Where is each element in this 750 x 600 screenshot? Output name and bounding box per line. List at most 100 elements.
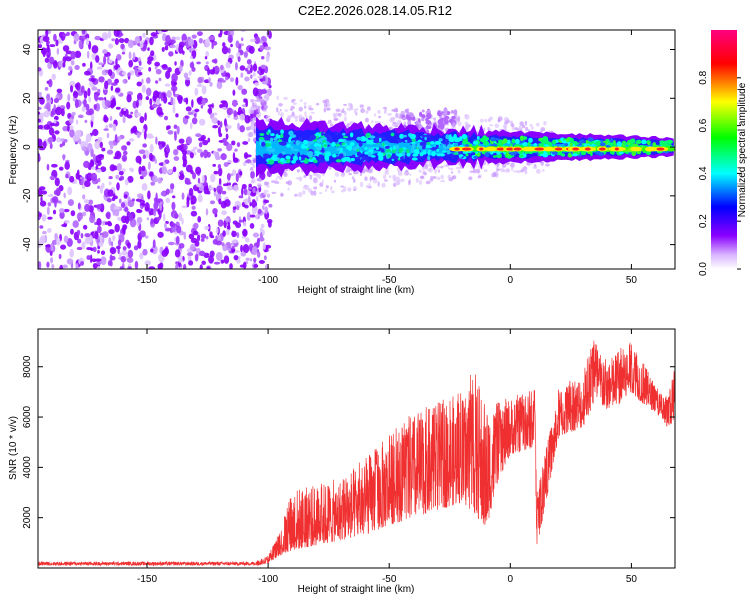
halo-speck (249, 166, 254, 170)
noise-speck (234, 200, 241, 209)
noise-speck (138, 149, 146, 155)
noise-speck (113, 205, 120, 211)
noise-speck (119, 175, 125, 181)
noise-speck (145, 87, 152, 97)
noise-speck (109, 141, 114, 150)
noise-speck (233, 110, 237, 118)
band-speck (560, 153, 565, 157)
noise-speck (226, 124, 232, 130)
band-speck (501, 140, 506, 145)
band-speck (552, 139, 557, 145)
noise-speck (265, 54, 270, 63)
spectrogram-x-tick-label: 0 (508, 275, 514, 286)
band-speck (395, 144, 400, 150)
noise-speck (225, 61, 231, 69)
noise-speck (97, 250, 100, 254)
halo-speck (374, 113, 377, 117)
halo-speck (418, 180, 423, 185)
halo-speck (464, 121, 469, 125)
noise-speck (244, 204, 249, 209)
band-speck (334, 131, 341, 136)
noise-speck (149, 98, 153, 106)
band-speck (453, 152, 459, 155)
noise-speck (50, 110, 54, 117)
noise-speck (73, 33, 80, 42)
noise-speck (258, 260, 265, 265)
halo-speck (383, 108, 387, 114)
noise-speck (231, 249, 236, 253)
blob-speck (411, 116, 416, 121)
band-speck (270, 133, 275, 137)
noise-speck (55, 187, 61, 197)
band-speck (505, 151, 510, 157)
colorbar-axis: 0.0 0.2 0.4 0.6 0.8 (698, 70, 741, 276)
band-speck (402, 134, 407, 138)
halo-speck (283, 96, 288, 100)
noise-speck (70, 60, 75, 66)
snr-y-tick-label: 4000 (22, 456, 33, 479)
colorbar-tick-label: 0.8 (698, 70, 709, 84)
halo-speck (280, 112, 284, 118)
snr-x-axis: -150 -100 -50 0 50 (137, 329, 637, 585)
noise-speck (136, 209, 141, 213)
noise-speck (88, 96, 91, 103)
noise-speck (136, 216, 143, 224)
halo-speck (251, 102, 255, 107)
halo-speck (433, 117, 437, 121)
halo-speck (274, 181, 280, 184)
band-speck (492, 155, 497, 158)
noise-speck (81, 176, 84, 186)
noise-speck (225, 76, 229, 81)
band-speck (264, 142, 271, 147)
noise-speck (134, 36, 141, 45)
core-peak (534, 147, 545, 151)
noise-speck (90, 114, 95, 122)
noise-speck (70, 210, 76, 217)
noise-speck (51, 73, 57, 81)
halo-speck (284, 109, 289, 112)
noise-speck (220, 153, 227, 161)
band-speck (619, 151, 624, 155)
band-speck (436, 148, 440, 152)
halo-speck (387, 113, 392, 116)
band-speck (355, 156, 361, 160)
halo-speck (290, 105, 295, 110)
halo-speck (521, 124, 526, 129)
noise-speck (109, 116, 113, 121)
noise-speck (114, 208, 120, 217)
band-speck (404, 139, 408, 143)
noise-speck (176, 95, 183, 102)
halo-speck (367, 185, 372, 189)
core-peak (584, 147, 591, 151)
noise-speck (64, 161, 70, 170)
blob-speck (426, 112, 432, 120)
noise-speck (110, 85, 114, 91)
halo-speck (251, 157, 255, 160)
noise-speck (222, 137, 228, 142)
noise-speck (163, 96, 168, 104)
noise-speck (223, 183, 228, 187)
noise-speck (39, 225, 44, 229)
halo-speck (469, 170, 475, 173)
noise-speck (38, 140, 43, 148)
noise-speck (247, 195, 251, 204)
noise-speck (162, 213, 166, 222)
band-speck (317, 158, 322, 164)
halo-speck (506, 169, 511, 172)
noise-speck (158, 143, 163, 150)
blob-speck (442, 112, 448, 117)
noise-speck (54, 130, 60, 135)
noise-speck (154, 66, 158, 70)
noise-speck (206, 266, 210, 269)
halo-speck (464, 114, 470, 120)
noise-speck (256, 177, 262, 182)
noise-speck (155, 68, 162, 75)
noise-speck (267, 221, 272, 228)
halo-speck (326, 108, 331, 111)
band-speck (387, 153, 392, 158)
band-speck (298, 156, 302, 161)
halo-speck (518, 125, 521, 129)
noise-speck (67, 124, 70, 132)
noise-speck (193, 113, 197, 118)
noise-speck (197, 177, 201, 184)
